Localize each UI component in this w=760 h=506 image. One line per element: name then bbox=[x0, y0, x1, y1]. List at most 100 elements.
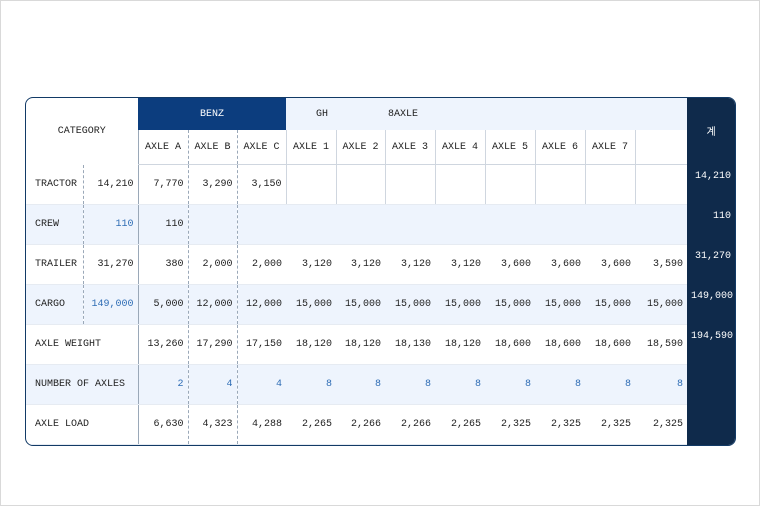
cell: 15,000 bbox=[435, 284, 486, 325]
cell: 18,120 bbox=[286, 324, 337, 365]
cell: 8 bbox=[535, 364, 586, 405]
cell: 8 bbox=[635, 364, 688, 405]
cell: 18,600 bbox=[585, 324, 636, 365]
cell: 15,000 bbox=[385, 284, 436, 325]
cell: 2,000 bbox=[236, 244, 287, 285]
column-header: AXLE C bbox=[236, 130, 287, 165]
cell bbox=[187, 204, 238, 245]
row-label: TRACTOR bbox=[26, 164, 83, 205]
row-label: CARGO bbox=[26, 284, 83, 325]
cell: 18,130 bbox=[385, 324, 436, 365]
row-total: 14,210 bbox=[687, 164, 735, 205]
cell: 18,590 bbox=[635, 324, 688, 365]
column-header: AXLE B bbox=[187, 130, 238, 165]
cell: 15,000 bbox=[485, 284, 536, 325]
cell: 8 bbox=[485, 364, 536, 405]
data-row: CREW 110 110 110 bbox=[26, 204, 735, 245]
cell: 3,600 bbox=[535, 244, 586, 285]
header-row: CATEGORY BENZ GH 8AXLE 계 bbox=[26, 98, 735, 165]
cell: 15,000 bbox=[585, 284, 636, 325]
group-title: GH bbox=[316, 108, 329, 120]
row-label: AXLE LOAD bbox=[26, 404, 139, 445]
row-label: NUMBER OF AXLES bbox=[26, 364, 139, 405]
cell: 2,325 bbox=[635, 404, 688, 445]
cell: 3,120 bbox=[286, 244, 337, 285]
cell bbox=[384, 164, 436, 205]
group-header: GH 8AXLE bbox=[286, 98, 688, 130]
row-total bbox=[687, 364, 735, 405]
cell bbox=[535, 204, 586, 245]
row-total: 110 bbox=[687, 204, 735, 245]
cell: 2,000 bbox=[187, 244, 238, 285]
cell: 380 bbox=[137, 244, 189, 285]
cell bbox=[385, 204, 436, 245]
cell: 17,150 bbox=[236, 324, 287, 365]
row-value: 31,270 bbox=[82, 244, 139, 285]
cell: 2,325 bbox=[485, 404, 536, 445]
row-label: AXLE WEIGHT bbox=[26, 324, 139, 365]
cell: 18,120 bbox=[336, 324, 386, 365]
cell: 15,000 bbox=[535, 284, 586, 325]
cell bbox=[584, 164, 636, 205]
cell: 18,600 bbox=[535, 324, 586, 365]
row-value: 149,000 bbox=[82, 284, 139, 325]
cell bbox=[484, 164, 536, 205]
cell bbox=[434, 164, 486, 205]
cell bbox=[634, 164, 688, 205]
row-label: CREW bbox=[26, 204, 83, 245]
cell: 3,590 bbox=[635, 244, 688, 285]
cell: 3,600 bbox=[585, 244, 636, 285]
cell bbox=[635, 204, 688, 245]
data-row: AXLE LOAD 6,630 4,323 4,288 2,265 2,266 2,266 2… bbox=[26, 404, 735, 445]
data-row: NUMBER OF AXLES 2 4 4 8 8 8 8 8 8 8 8 bbox=[26, 364, 735, 405]
cell: 15,000 bbox=[336, 284, 386, 325]
column-header: AXLE A bbox=[137, 130, 189, 165]
column-header bbox=[634, 130, 688, 165]
cell: 2,265 bbox=[286, 404, 337, 445]
column-header: AXLE 5 bbox=[484, 130, 536, 165]
row-value: 14,210 bbox=[82, 164, 139, 205]
cell: 18,600 bbox=[485, 324, 536, 365]
cell: 8 bbox=[435, 364, 486, 405]
row-value: 110 bbox=[82, 204, 139, 245]
axle-table: CATEGORY BENZ GH 8AXLE 계 AXLE A AXLE B AXLE… bbox=[26, 98, 735, 445]
cell: 8 bbox=[585, 364, 636, 405]
cell: 4 bbox=[236, 364, 287, 405]
cell: 8 bbox=[385, 364, 436, 405]
cell: 3,120 bbox=[385, 244, 436, 285]
cell: 5,000 bbox=[137, 284, 189, 325]
column-header: AXLE 1 bbox=[285, 130, 337, 165]
cell: 3,150 bbox=[236, 164, 287, 205]
cell: 7,770 bbox=[137, 164, 189, 205]
category-header: CATEGORY bbox=[57, 125, 106, 137]
column-header: AXLE 7 bbox=[584, 130, 636, 165]
cell: 2,265 bbox=[435, 404, 486, 445]
cell: 3,120 bbox=[435, 244, 486, 285]
cell: 8 bbox=[336, 364, 386, 405]
cell: 2,325 bbox=[535, 404, 586, 445]
cell: 2 bbox=[137, 364, 189, 405]
cell bbox=[285, 164, 337, 205]
cell: 18,120 bbox=[435, 324, 486, 365]
data-row: AXLE WEIGHT 13,260 17,290 17,150 18,120 18,12… bbox=[26, 324, 735, 365]
cell: 12,000 bbox=[187, 284, 238, 325]
cell: 2,266 bbox=[336, 404, 386, 445]
total-header: 계 bbox=[687, 98, 735, 165]
cell bbox=[286, 204, 337, 245]
data-row: TRAILER 31,270 380 2,000 2,000 3,120 3,120 3,12… bbox=[26, 244, 735, 285]
row-total: 149,000 bbox=[687, 284, 735, 325]
column-header: AXLE 2 bbox=[335, 130, 386, 165]
cell: 17,290 bbox=[187, 324, 238, 365]
table-card: CATEGORY BENZ GH 8AXLE 계 AXLE A AXLE B AXLE… bbox=[25, 97, 736, 446]
cell: 12,000 bbox=[236, 284, 287, 325]
cell bbox=[336, 204, 386, 245]
cell bbox=[335, 164, 386, 205]
cell bbox=[585, 204, 636, 245]
cell: 4 bbox=[187, 364, 238, 405]
cell: 13,260 bbox=[137, 324, 189, 365]
cell bbox=[435, 204, 486, 245]
cell: 15,000 bbox=[635, 284, 688, 325]
data-row: TRACTOR 14,210 7,770 3,290 3,150 14,210 bbox=[26, 164, 735, 205]
data-row: CARGO 149,000 5,000 12,000 12,000 15,000 15,00… bbox=[26, 284, 735, 325]
